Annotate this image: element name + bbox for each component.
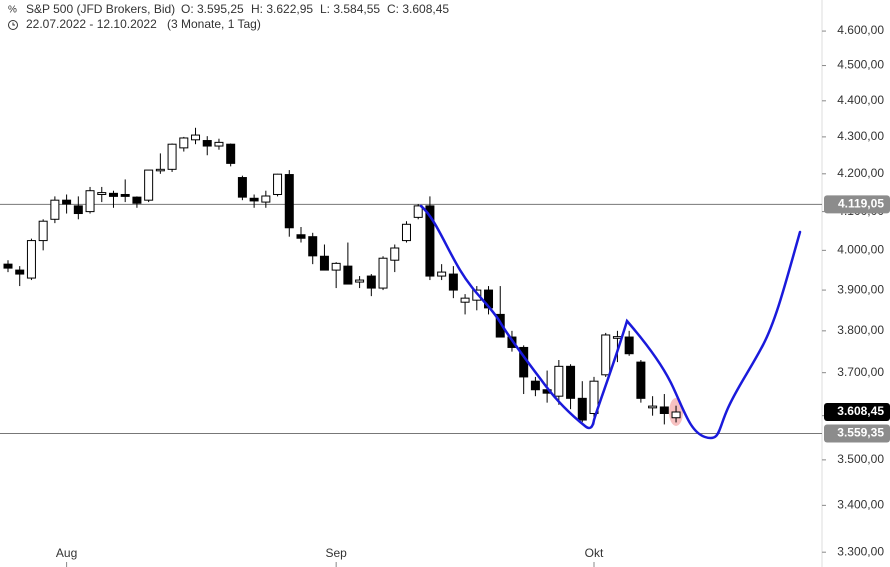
candle-body xyxy=(108,192,118,197)
candle-body xyxy=(167,143,177,170)
candle-body xyxy=(319,255,329,271)
candle-body xyxy=(343,265,353,285)
candle-body xyxy=(671,411,681,419)
chart-icon: % xyxy=(8,5,17,16)
candle-body xyxy=(50,199,60,220)
y-tick-label: 4.600,00 xyxy=(837,23,884,37)
candle-body xyxy=(26,240,36,279)
ohlc-open: O: 3.595,25 xyxy=(181,2,244,16)
candle-body xyxy=(495,313,505,338)
candle-body xyxy=(636,361,646,399)
last-price-box xyxy=(824,402,890,421)
candle-body xyxy=(331,262,341,271)
candle-body xyxy=(437,271,447,277)
candle-body xyxy=(401,223,411,242)
last-price-label: 3.608,45 xyxy=(837,404,884,418)
x-tick-label: Sep xyxy=(325,546,347,560)
candle-body xyxy=(38,220,48,242)
y-tick-label: 3.900,00 xyxy=(837,282,884,296)
candles xyxy=(3,127,684,426)
candle-body xyxy=(85,190,95,213)
x-tick-label: Okt xyxy=(585,546,604,560)
drawn-projection xyxy=(419,204,802,440)
candle-body xyxy=(390,247,400,261)
x-tick-label: Aug xyxy=(56,546,77,560)
candle-body xyxy=(413,205,423,218)
candle-body xyxy=(659,406,669,414)
y-tick-label: 3.500,00 xyxy=(837,452,884,466)
candle-body xyxy=(249,197,259,202)
ohlc-low: L: 3.584,55 xyxy=(320,2,380,16)
candle-body xyxy=(566,365,576,399)
reference-label-box xyxy=(824,424,890,443)
ohlc-close: C: 3.608,45 xyxy=(387,2,449,16)
candle-body xyxy=(273,173,283,195)
candle-body xyxy=(366,275,376,289)
candle-body xyxy=(601,334,611,376)
candle-body xyxy=(226,143,236,164)
candle-body xyxy=(577,397,587,421)
candle-body xyxy=(612,336,622,339)
candle-body xyxy=(179,137,189,149)
period: 22.07.2022 - 12.10.2022 xyxy=(26,17,157,31)
candle-body xyxy=(15,269,25,275)
reference-label-box xyxy=(824,195,890,214)
candle-body xyxy=(308,236,318,257)
candle-body xyxy=(448,273,458,291)
candle-body xyxy=(554,365,564,397)
candle-body xyxy=(460,297,470,303)
reference-label: 4.119,05 xyxy=(838,197,884,211)
candle-body xyxy=(589,380,599,414)
candle-body xyxy=(425,205,435,277)
y-tick-label: 4.400,00 xyxy=(837,93,884,107)
candle-body xyxy=(132,196,142,204)
y-tick-label: 4.500,00 xyxy=(837,58,884,72)
candle-body xyxy=(62,199,72,205)
y-tick-label: 3.300,00 xyxy=(837,544,884,558)
clock-hands xyxy=(12,22,15,26)
candle-body xyxy=(97,192,107,195)
reference-label: 3.559,35 xyxy=(837,426,884,440)
candle-body xyxy=(191,134,201,141)
candle-body xyxy=(472,289,482,301)
candle-body xyxy=(378,257,388,289)
candle-body xyxy=(120,193,130,197)
candle-body xyxy=(530,380,540,391)
chart-title: S&P 500 (JFD Brokers, Bid) xyxy=(26,2,175,16)
y-tick-label: 3.400,00 xyxy=(837,498,884,512)
header: % S&P 500 (JFD Brokers, Bid) O: 3.595,25… xyxy=(8,2,449,31)
y-tick-label: 4.000,00 xyxy=(837,243,884,257)
candle-body xyxy=(202,140,212,147)
candle-body xyxy=(284,174,294,229)
period-note: (3 Monate, 1 Tag) xyxy=(167,17,261,31)
y-tick-label: 3.700,00 xyxy=(837,365,884,379)
candle-body xyxy=(214,141,224,147)
y-tick-label: 4.300,00 xyxy=(837,129,884,143)
candle-body xyxy=(648,405,658,409)
candle-body xyxy=(355,279,365,283)
y-tick-label: 3.800,00 xyxy=(837,323,884,337)
y-tick-label: 4.200,00 xyxy=(837,166,884,180)
candle-body xyxy=(261,195,271,203)
candle-body xyxy=(296,234,306,239)
ohlc-high: H: 3.622,95 xyxy=(251,2,313,16)
candle-body xyxy=(155,168,165,172)
candle-body xyxy=(3,263,13,269)
candle-body xyxy=(73,205,83,215)
candle-body xyxy=(237,177,247,198)
candle-body xyxy=(144,169,154,201)
candle-body xyxy=(624,336,634,355)
clock-icon xyxy=(8,20,18,30)
